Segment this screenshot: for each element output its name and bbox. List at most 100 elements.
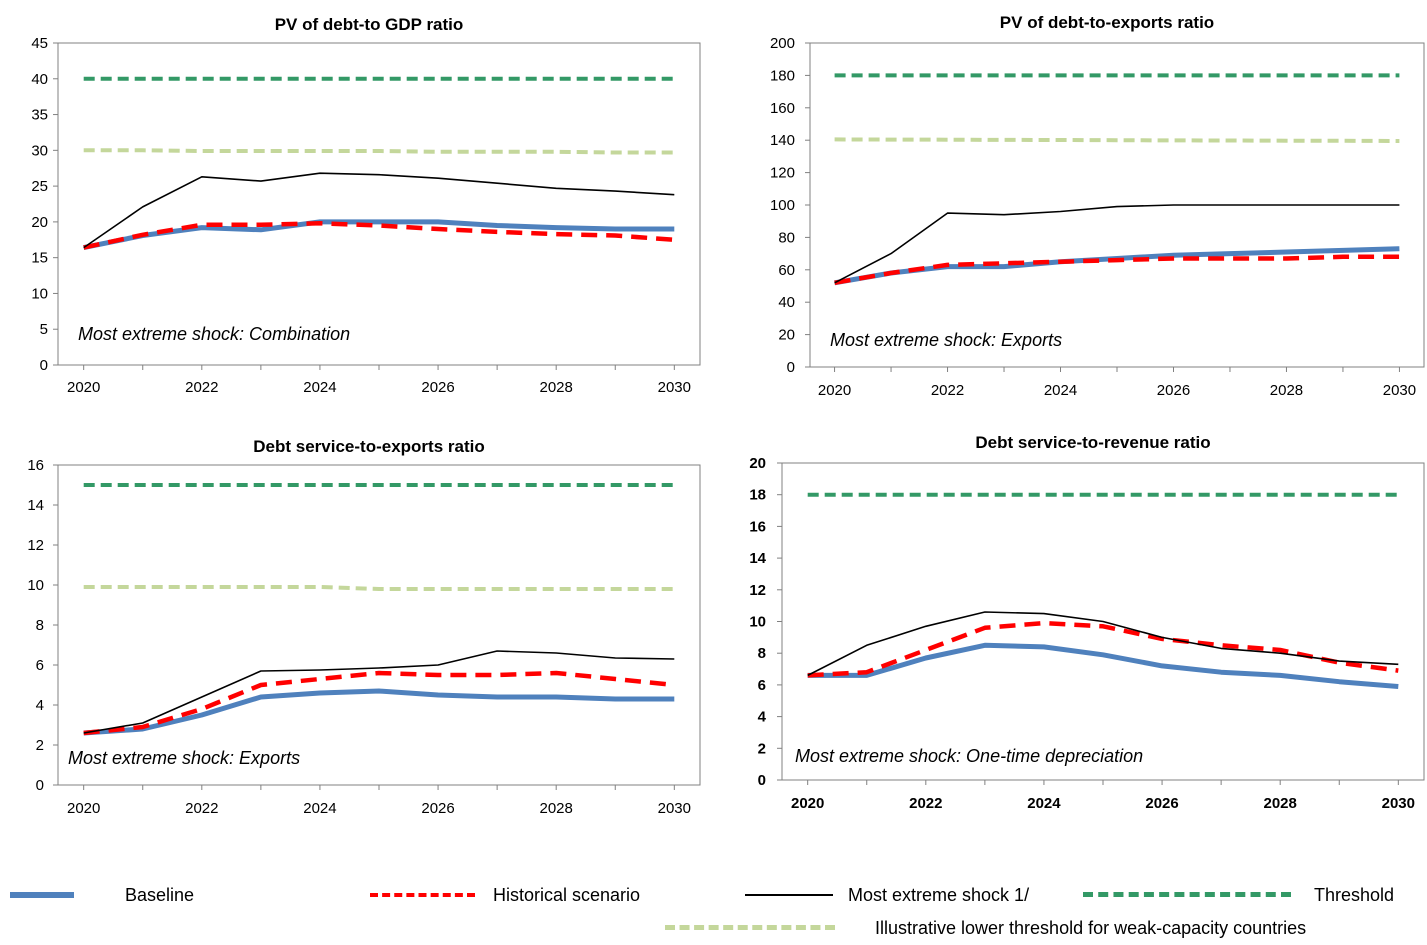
y-tick-label: 8 (36, 617, 44, 634)
y-tick-label: 10 (27, 577, 44, 594)
series-line-baseline (834, 246, 1400, 286)
series-line-historical (834, 254, 1400, 286)
x-tick-label: 2026 (421, 800, 454, 817)
y-tick-label: 4 (36, 697, 44, 714)
y-tick-label: 4 (758, 709, 767, 726)
series-line-shock (83, 172, 675, 249)
y-tick-label: 30 (31, 142, 48, 159)
series-line-baseline (807, 642, 1399, 689)
series-line-historical (83, 670, 675, 736)
x-tick-label: 2026 (421, 379, 454, 396)
series-line-historical (807, 620, 1399, 678)
x-tick-label: 2020 (818, 382, 851, 399)
series-line-lower-threshold (83, 585, 675, 591)
y-tick-label: 0 (40, 357, 48, 374)
legend-label-historical: Historical scenario (493, 885, 641, 905)
series-line-shock (834, 204, 1400, 284)
y-tick-label: 20 (31, 214, 48, 231)
plot-frame (57, 464, 701, 786)
x-tick-label: 2022 (185, 800, 218, 817)
plot-frame (57, 42, 701, 366)
chart-annotation: Most extreme shock: Combination (78, 324, 350, 344)
legend-item-shock: Most extreme shock 1/ (745, 880, 1075, 910)
x-tick-label: 2028 (1270, 382, 1303, 399)
y-tick-label: 80 (778, 229, 795, 246)
chart-panel-3: Debt service-to-exports ratio 0 2 4 6 8 10 12 14… (27, 437, 701, 817)
y-tick-label: 10 (31, 285, 48, 302)
series-line-shock (807, 611, 1399, 677)
legend-line-threshold (1083, 892, 1291, 897)
x-tick-label: 2020 (791, 795, 824, 812)
x-tick-label: 2024 (1044, 382, 1077, 399)
chart-title: Debt service-to-exports ratio (253, 437, 484, 456)
x-tick-label: 2020 (67, 379, 100, 396)
y-tick-label: 6 (758, 677, 766, 694)
legend-label-threshold: Threshold (1314, 885, 1395, 905)
y-tick-label: 14 (27, 497, 44, 514)
x-tick-label: 2030 (1382, 795, 1415, 812)
y-tick-label: 0 (787, 359, 795, 376)
y-tick-label: 0 (36, 777, 44, 794)
y-tick-label: 18 (749, 487, 766, 504)
legend-item-historical: Historical scenario (370, 880, 700, 910)
chart-title: PV of debt-to-exports ratio (1000, 13, 1214, 32)
y-tick-label: 12 (27, 537, 44, 554)
x-tick-label: 2022 (931, 382, 964, 399)
y-tick-label: 14 (749, 550, 766, 567)
chart-panel-4: Debt service-to-revenue ratio 0 2 4 6 8 10 12 14… (749, 433, 1425, 812)
y-tick-label: 15 (31, 250, 48, 267)
legend-label-shock: Most extreme shock 1/ (848, 885, 1030, 905)
x-tick-label: 2026 (1157, 382, 1190, 399)
y-tick-label: 45 (31, 35, 48, 52)
chart-title: Debt service-to-revenue ratio (975, 433, 1210, 452)
legend-label-baseline: Baseline (125, 885, 195, 905)
series-line-baseline (83, 219, 675, 251)
y-tick-label: 140 (770, 132, 795, 149)
y-tick-label: 20 (749, 455, 766, 472)
legend-line-lower-threshold (665, 925, 835, 930)
y-tick-label: 160 (770, 100, 795, 117)
y-tick-label: 10 (749, 614, 766, 631)
x-tick-label: 2026 (1145, 795, 1178, 812)
y-tick-label: 16 (27, 457, 44, 474)
x-tick-label: 2030 (658, 379, 691, 396)
y-tick-label: 20 (778, 327, 795, 344)
x-tick-label: 2022 (185, 379, 218, 396)
chart-annotation: Most extreme shock: One-time depreciatio… (795, 746, 1143, 766)
y-tick-label: 6 (36, 657, 44, 674)
chart-title: PV of debt-to GDP ratio (275, 15, 464, 34)
y-tick-label: 2 (758, 740, 766, 757)
x-tick-label: 2028 (1264, 795, 1297, 812)
x-tick-label: 2028 (540, 800, 573, 817)
legend-line-shock (745, 894, 833, 896)
chart-annotation: Most extreme shock: Exports (68, 748, 300, 768)
chart-panel-2: PV of debt-to-exports ratio 0 20 40 60 80 100 1… (770, 13, 1425, 399)
y-tick-label: 40 (778, 294, 795, 311)
x-tick-label: 2022 (909, 795, 942, 812)
x-tick-label: 2020 (67, 800, 100, 817)
y-tick-label: 2 (36, 737, 44, 754)
y-tick-label: 35 (31, 107, 48, 124)
legend-item-baseline: Baseline (0, 880, 260, 910)
chart-panel-1: PV of debt-to GDP ratio 0 5 10 15 20 25 30 35 40 4… (31, 15, 701, 396)
y-tick-label: 12 (749, 582, 766, 599)
x-tick-label: 2030 (658, 800, 691, 817)
x-tick-label: 2030 (1383, 382, 1416, 399)
x-tick-label: 2024 (303, 800, 336, 817)
x-tick-label: 2028 (540, 379, 573, 396)
chart-annotation: Most extreme shock: Exports (830, 330, 1062, 350)
legend-label-lower-threshold: Illustrative lower threshold for weak-ca… (875, 918, 1307, 938)
y-tick-label: 5 (40, 321, 48, 338)
y-tick-label: 16 (749, 518, 766, 535)
y-tick-label: 60 (778, 262, 795, 279)
legend-line-baseline (10, 892, 74, 898)
x-tick-label: 2024 (1027, 795, 1061, 812)
y-tick-label: 0 (758, 772, 766, 789)
series-line-shock (83, 650, 675, 734)
legend-line-historical (370, 893, 475, 897)
y-tick-label: 200 (770, 35, 795, 52)
series-line-baseline (83, 688, 675, 736)
y-tick-label: 100 (770, 197, 795, 214)
x-tick-label: 2024 (303, 379, 336, 396)
